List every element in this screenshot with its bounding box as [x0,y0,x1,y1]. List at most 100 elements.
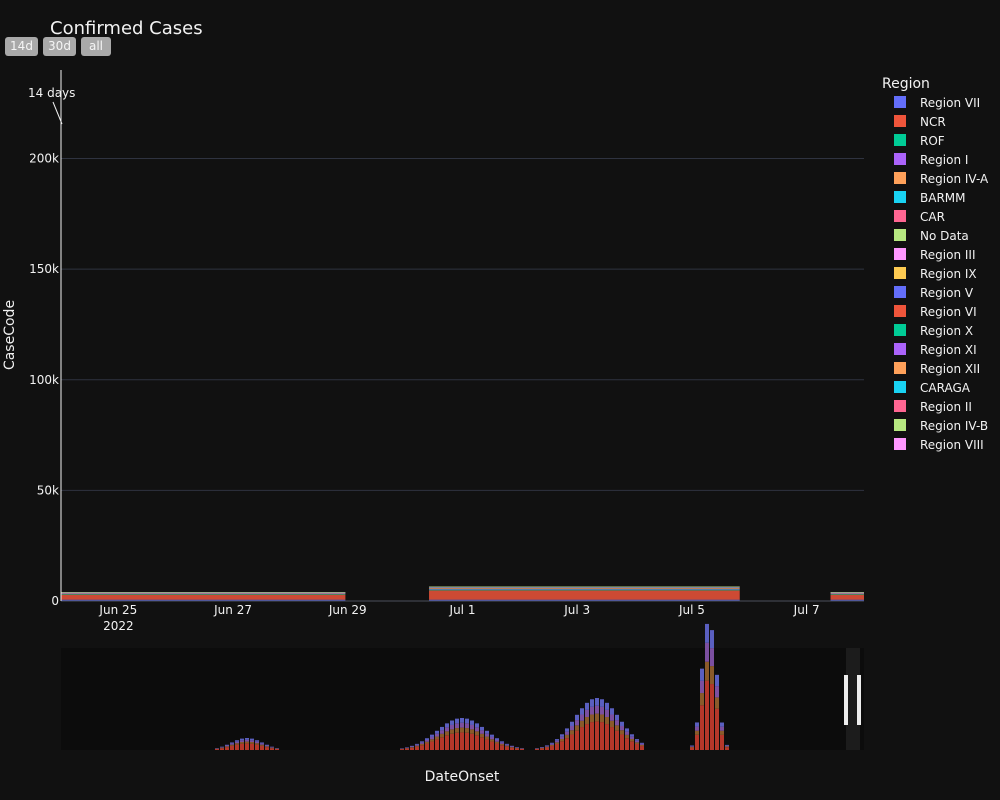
overview-bar [455,728,459,733]
legend-item[interactable]: Region XI [894,343,977,357]
bar-segment [830,592,864,594]
overview-bar [440,726,444,731]
bar-segment [830,594,864,600]
overview-bar [415,744,419,746]
overview-bar [480,737,484,750]
overview-bar [585,724,589,750]
overview-bar [595,721,599,750]
overview-bar [240,738,244,741]
legend-item[interactable]: NCR [894,115,946,129]
overview-bar [430,736,434,740]
legend-item[interactable]: Region XII [894,362,980,376]
overview-bar [715,708,719,750]
x-tick-label: Jul 1 [449,603,476,617]
legend-swatch [894,438,906,450]
overview-bar [485,730,489,734]
overview-bar [550,742,554,744]
bar-segment [830,592,864,594]
legend-item[interactable]: Region X [894,324,973,338]
overview-bar [580,727,584,750]
overview-bar [470,729,474,734]
bar-segment [830,592,864,593]
legend-swatch [894,362,906,374]
overview-bar [420,743,424,746]
overview-bar [250,742,254,744]
overview-bar [700,693,704,706]
legend-item[interactable]: Region IX [894,267,977,281]
bar-segment [61,592,346,593]
overview-bar [710,648,714,667]
overview-bar [620,721,624,726]
overview-bar [725,746,729,748]
bar-segment [429,586,740,587]
legend-item[interactable]: Region VI [894,305,977,319]
overview-bar [710,684,714,750]
range-button-30d[interactable]: 30d [43,37,76,56]
overview-bar [620,730,624,735]
overview-bar [230,742,234,744]
overview-bar [585,702,589,710]
overview-bar [560,738,564,742]
overview-bar [705,623,709,643]
x-tick-label: Jun 25 [98,603,137,617]
legend-item[interactable]: Region III [894,248,976,262]
legend[interactable]: Region VII NCR ROF Region I Region IV-A BARMM… [894,96,989,452]
overview-bar [470,724,474,730]
legend-label: Region III [920,248,976,262]
overview-bar [260,742,264,744]
legend-item[interactable]: CARAGA [894,381,971,395]
range-slider-window[interactable] [846,648,860,750]
overview-bar [565,734,569,739]
legend-item[interactable]: ROF [894,134,945,148]
overview-bar [500,745,504,750]
legend-label: No Data [920,229,969,243]
overview-bar [505,744,509,746]
legend-swatch [894,153,906,165]
overview-bar [450,720,454,725]
legend-item[interactable]: No Data [894,229,969,243]
overview-bar [550,743,554,745]
legend-item[interactable]: CAR [894,210,945,224]
range-button-all[interactable]: all [81,37,111,56]
overview-bar [455,718,459,724]
bar-segment [429,589,740,591]
axes: 0 50k 100k 150k 200k Jun 25 Jun 27 Jun 29 Jul 1 J… [29,70,864,633]
legend-item[interactable]: Region IV-B [894,419,988,433]
legend-item[interactable]: Region I [894,153,968,167]
x-tick-label: Jun 27 [213,603,252,617]
range-slider[interactable] [61,623,864,750]
overview-bar [240,743,244,750]
overview-bar [445,727,449,732]
overview-bar [510,745,514,747]
overview-bar [585,716,589,725]
bar-segment [429,586,740,588]
range-button-14d[interactable]: 14d [5,37,38,56]
overview-bar [430,741,434,750]
overview-bar [705,661,709,681]
overview-bar [225,746,229,748]
overview-bar [245,743,249,750]
legend-item[interactable]: Region IV-A [894,172,989,186]
legend-swatch [894,343,906,355]
legend-item[interactable]: BARMM [894,191,966,205]
overview-bar [425,739,429,742]
legend-label: Region VIII [920,438,984,452]
legend-item[interactable]: Region V [894,286,974,300]
legend-item[interactable]: Region II [894,400,972,414]
range-slider-handle-right[interactable] [857,675,861,725]
overview-bar [605,724,609,750]
overview-bar [435,739,439,750]
overview-bar [555,743,559,750]
range-slider-handle-left[interactable] [844,675,848,725]
overview-bar [575,714,579,721]
legend-item[interactable]: Region VIII [894,438,984,452]
overview-bar [430,734,434,737]
legend-item[interactable]: Region VII [894,96,980,110]
overview-bar [475,735,479,750]
overview-bar [450,729,454,734]
overview-bar [505,743,509,745]
overview-bar [265,746,269,748]
overview-bar [635,742,639,745]
y-axis-label: CaseCode [2,300,18,370]
overview-bar [225,745,229,747]
